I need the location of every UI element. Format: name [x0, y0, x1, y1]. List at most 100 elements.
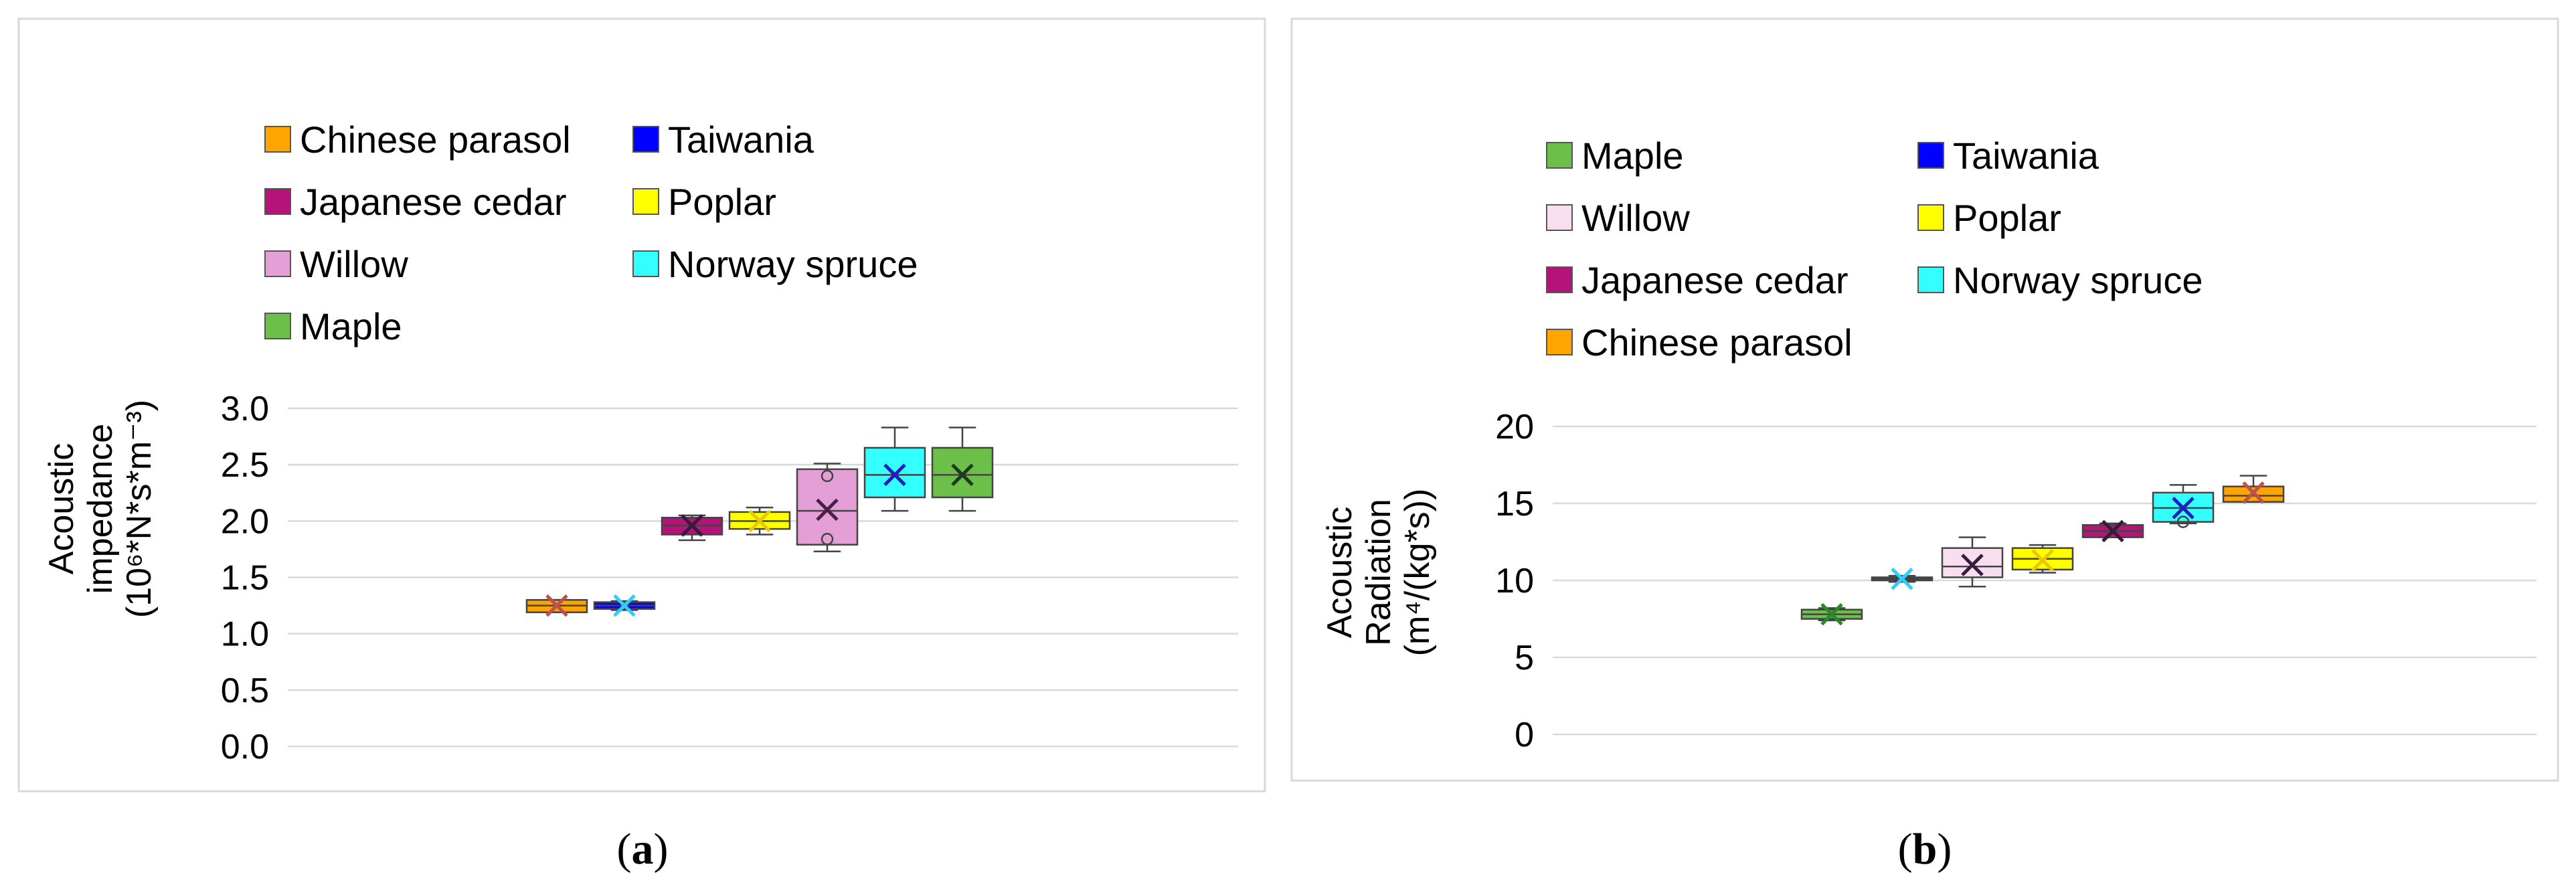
panel-a-legend: Chinese parasol Taiwania Japanese cedar Pop… — [264, 118, 918, 347]
legend-label: Willow — [300, 243, 408, 285]
box-taiwania — [1871, 567, 1934, 590]
y-tick-label: 15 — [1495, 485, 1534, 523]
legend-swatch — [632, 250, 659, 277]
mean-marker — [2242, 481, 2265, 504]
legend-label: Japanese cedar — [300, 181, 567, 223]
legend-swatch — [1917, 266, 1944, 293]
mean-marker — [1820, 602, 1843, 626]
legend-item: Maple — [1546, 135, 1684, 177]
panel-b-ylabel-line-1: Acoustic — [1320, 507, 1359, 639]
legend-item: Maple — [264, 305, 402, 347]
box-taiwania — [593, 594, 656, 617]
legend-swatch — [1546, 204, 1573, 231]
panel-b-frame — [1290, 17, 2559, 782]
panel-b-y-tick-labels: 0 5 10 15 20 — [1495, 408, 1534, 754]
y-tick-label: 1.0 — [221, 615, 269, 654]
legend-item: Willow — [264, 243, 408, 285]
panel-a-y-tick-labels: 0.0 0.5 1.0 1.5 2.0 2.5 3.0 — [221, 390, 269, 766]
box-willow — [1941, 536, 2004, 588]
legend-swatch — [264, 313, 291, 339]
legend-swatch — [264, 188, 291, 215]
legend-item: Poplar — [632, 181, 776, 223]
mean-marker — [2031, 549, 2054, 572]
legend-item: Taiwania — [632, 118, 814, 161]
legend-swatch — [264, 126, 291, 153]
mean-marker — [681, 514, 703, 537]
panel-a-caption: (a) — [617, 825, 669, 874]
y-tick-label: 0.0 — [221, 728, 269, 766]
legend-swatch — [1546, 266, 1573, 293]
legend-label: Taiwania — [668, 118, 814, 161]
box-norway-spruce — [2152, 484, 2215, 528]
panel-a-ylabel-line-3: (10⁶*N*s*m⁻³) — [120, 400, 159, 618]
mean-marker — [545, 594, 568, 617]
box-japanese-cedar — [661, 514, 723, 542]
legend-label: Norway spruce — [668, 243, 918, 285]
y-tick-label: 0 — [1515, 716, 1534, 754]
mean-marker — [2101, 519, 2124, 543]
legend-label: Chinese parasol — [300, 118, 571, 161]
legend-swatch — [1546, 142, 1573, 169]
panel-b-gridlines — [1553, 425, 2537, 736]
panel-b-ylabel-line-2: Radiation — [1359, 499, 1398, 646]
panel-b-caption-letter: b — [1913, 825, 1938, 874]
panel-a-y-axis-title: Acoustic impedance (10⁶*N*s*m⁻³) — [42, 400, 159, 618]
legend-label: Chinese parasol — [1581, 321, 1853, 363]
legend-item: Norway spruce — [632, 243, 918, 285]
box-chinese-parasol — [525, 594, 588, 617]
box-maple — [931, 426, 994, 512]
panel-b-legend: Maple Taiwania Willow Poplar Japanese cedar N… — [1546, 135, 2203, 363]
box-japanese-cedar — [2081, 519, 2144, 543]
legend-item: Chinese parasol — [264, 118, 571, 161]
legend-label: Taiwania — [1953, 135, 2099, 177]
legend-swatch — [1917, 204, 1944, 231]
panel-a-ylabel-line-2: impedance — [81, 424, 120, 594]
mean-marker — [613, 594, 636, 617]
panel-b-boxes — [1800, 475, 2285, 626]
box-willow — [796, 463, 859, 553]
panel-a-caption-letter: a — [632, 825, 654, 874]
legend-swatch — [1917, 142, 1944, 169]
legend-label: Poplar — [1953, 197, 2061, 239]
legend-label: Maple — [1581, 135, 1684, 177]
box-poplar — [2011, 544, 2074, 574]
box-maple — [1800, 602, 1863, 626]
legend-swatch — [632, 126, 659, 153]
y-tick-label: 0.5 — [221, 671, 269, 710]
y-tick-label: 20 — [1495, 408, 1534, 447]
outlier-point — [821, 469, 834, 483]
legend-item: Chinese parasol — [1546, 321, 1853, 363]
legend-label: Willow — [1581, 197, 1690, 239]
panel-b-ylabel-line-3: (m⁴/(kg*s)) — [1398, 489, 1437, 657]
outlier-point — [2176, 515, 2190, 528]
outlier-point — [821, 533, 834, 546]
legend-item: Japanese cedar — [264, 181, 567, 223]
box-chinese-parasol — [2222, 475, 2285, 504]
legend-label: Poplar — [668, 181, 776, 223]
mean-marker — [2172, 497, 2195, 519]
mean-marker — [883, 463, 906, 487]
legend-swatch — [264, 250, 291, 277]
legend-label: Maple — [300, 305, 402, 347]
legend-item: Norway spruce — [1917, 259, 2203, 301]
mean-marker — [816, 498, 839, 521]
y-tick-label: 1.5 — [221, 559, 269, 598]
mean-marker — [1961, 554, 1984, 576]
panel-b-caption: (b) — [1898, 825, 1952, 874]
legend-item: Willow — [1546, 197, 1690, 239]
legend-item: Taiwania — [1917, 135, 2099, 177]
mean-marker — [1891, 567, 1913, 590]
legend-swatch — [1546, 329, 1573, 355]
legend-swatch — [632, 188, 659, 215]
mean-marker — [748, 509, 771, 533]
legend-label: Norway spruce — [1953, 259, 2203, 301]
legend-item: Poplar — [1917, 197, 2061, 239]
legend-item: Japanese cedar — [1546, 259, 1849, 301]
panel-b-y-axis-title: Acoustic Radiation (m⁴/(kg*s)) — [1320, 489, 1437, 657]
panel-a-boxes — [525, 426, 994, 617]
y-tick-label: 10 — [1495, 562, 1534, 600]
box-poplar — [728, 506, 791, 536]
panel-a-ylabel-line-1: Acoustic — [42, 443, 81, 575]
